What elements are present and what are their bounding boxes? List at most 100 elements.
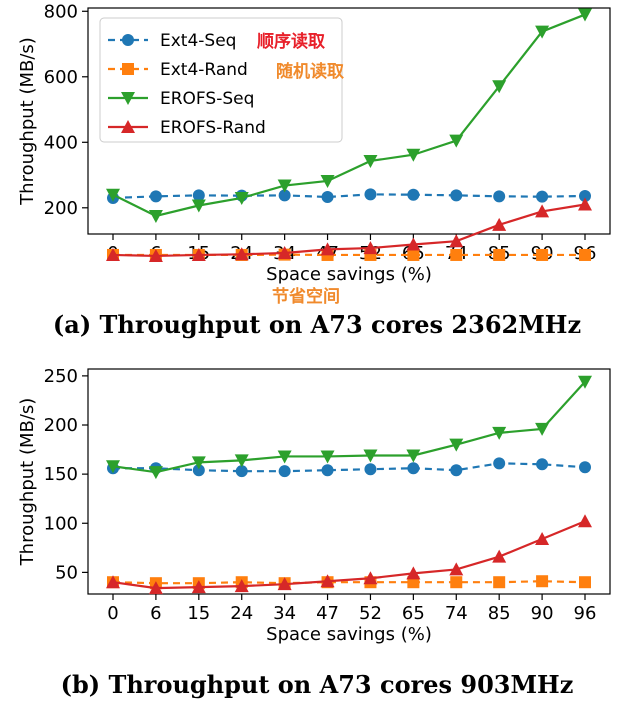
data-point-ext4-seq [407,462,420,475]
y-tick-label: 200 [44,198,78,219]
seq-note: 顺序读取 [257,31,325,52]
data-point-erofs-seq [277,450,292,464]
data-point-erofs-seq [320,174,335,188]
data-point-erofs-seq [449,438,464,452]
chart-panel-b: 50 100 150 200 250 0 6 15 24 34 47 52 65 74 85 90 96 Spac… [17,366,611,645]
series-line-erofs-seq [112,13,586,218]
data-point-ext4-rand [579,576,591,589]
data-point-ext4-seq [149,190,162,203]
data-point-erofs-seq [406,449,421,463]
data-point-erofs-rand [363,571,378,585]
data-point-erofs-seq [106,460,120,474]
data-point-erofs-seq [492,426,507,440]
data-point-ext4-seq [579,461,591,474]
data-point-erofs-rand [277,245,292,259]
series-line-ext4-rand [112,580,586,585]
y-tick-label: 50 [55,562,78,583]
caption-b: (b) Throughput on A73 cores 903MHz [61,670,574,699]
x-axis-label: Space savings (%) [266,624,432,645]
data-point-erofs-seq [320,450,335,464]
legend-marker [122,34,134,46]
legend-marker [121,120,135,133]
data-point-erofs-seq [191,456,206,470]
legend-marker [121,92,135,105]
rand-note: 随机读取 [276,61,344,82]
x-axis-label: Space savings (%) [266,264,432,285]
data-point-erofs-rand [492,217,507,231]
data-point-erofs-rand [191,247,206,261]
data-point-erofs-seq [578,8,592,22]
data-point-erofs-rand [320,574,335,588]
data-point-erofs-seq [148,466,163,480]
data-point-erofs-seq [535,422,550,436]
data-point-erofs-rand [578,197,592,211]
data-point-ext4-seq [536,190,549,203]
data-point-ext4-seq [235,465,248,478]
data-point-ext4-seq [278,465,291,478]
data-point-ext4-rand [579,248,591,261]
data-point-erofs-seq [148,209,163,223]
plot-frame [87,368,611,595]
data-point-erofs-seq [234,454,249,468]
series-line-erofs-rand [112,520,586,590]
x-tick-label: 90 [531,603,554,624]
caption-a: (a) Throughput on A73 cores 2362MHz [53,310,581,339]
data-point-ext4-rand [450,248,463,261]
data-point-ext4-seq [321,464,334,477]
data-point-erofs-seq [363,449,378,463]
data-point-ext4-seq [192,464,205,477]
data-point-erofs-rand [406,566,421,580]
data-point-erofs-seq [277,179,292,193]
data-point-erofs-rand [148,248,163,262]
data-point-erofs-seq [191,199,206,213]
y-axis-label: Throughput (MB/s) [17,37,38,206]
x-tick-label: 85 [488,603,511,624]
series-line-ext4-seq [112,193,586,200]
legend: Ext4-Seq Ext4-Rand EROFS-Seq EROFS-Rand [99,17,343,143]
data-point-ext4-rand [536,575,549,588]
data-point-erofs-rand [535,531,550,545]
data-point-erofs-rand [578,514,592,528]
x-tick-label: 24 [230,603,253,624]
data-point-erofs-seq [535,25,550,39]
legend-label: Ext4-Rand [160,60,248,80]
data-point-erofs-seq [106,188,120,202]
series-line-erofs-rand [112,203,586,258]
x-tick-label: 74 [445,603,468,624]
data-point-erofs-rand [492,549,507,563]
data-point-ext4-seq [450,464,463,477]
x-tick-label: 52 [359,603,382,624]
data-point-erofs-seq [234,191,249,205]
y-tick-label: 400 [44,132,78,153]
data-point-erofs-rand [320,242,335,256]
y-tick-label: 150 [44,464,78,485]
data-point-erofs-seq [492,80,507,94]
data-point-ext4-rand [493,576,506,589]
xlabel-note: 节省空间 [272,286,340,307]
plot-frame [87,7,611,235]
data-point-ext4-rand [407,248,420,261]
legend-box [99,17,343,143]
data-point-ext4-seq [450,189,463,202]
data-point-erofs-rand [449,562,464,576]
data-point-erofs-seq [449,134,464,148]
data-point-ext4-rand [450,576,463,589]
y-tick-label: 600 [44,67,78,88]
y-tick-label: 800 [44,1,78,22]
legend-label: EROFS-Rand [160,118,266,138]
series-line-ext4-seq [113,462,586,473]
data-point-ext4-seq [493,457,506,470]
x-tick-label: 6 [150,603,161,624]
data-point-erofs-seq [406,148,421,162]
x-tick-label: 96 [574,603,597,624]
data-point-ext4-rand [536,248,549,261]
data-point-ext4-seq [364,463,377,476]
data-point-erofs-rand [363,241,378,255]
data-point-erofs-rand [148,581,163,595]
data-point-ext4-seq [278,189,291,202]
data-point-ext4-seq [579,190,591,203]
data-point-erofs-rand [277,577,292,591]
data-point-ext4-seq [407,188,420,201]
x-tick-label: 15 [187,603,210,624]
